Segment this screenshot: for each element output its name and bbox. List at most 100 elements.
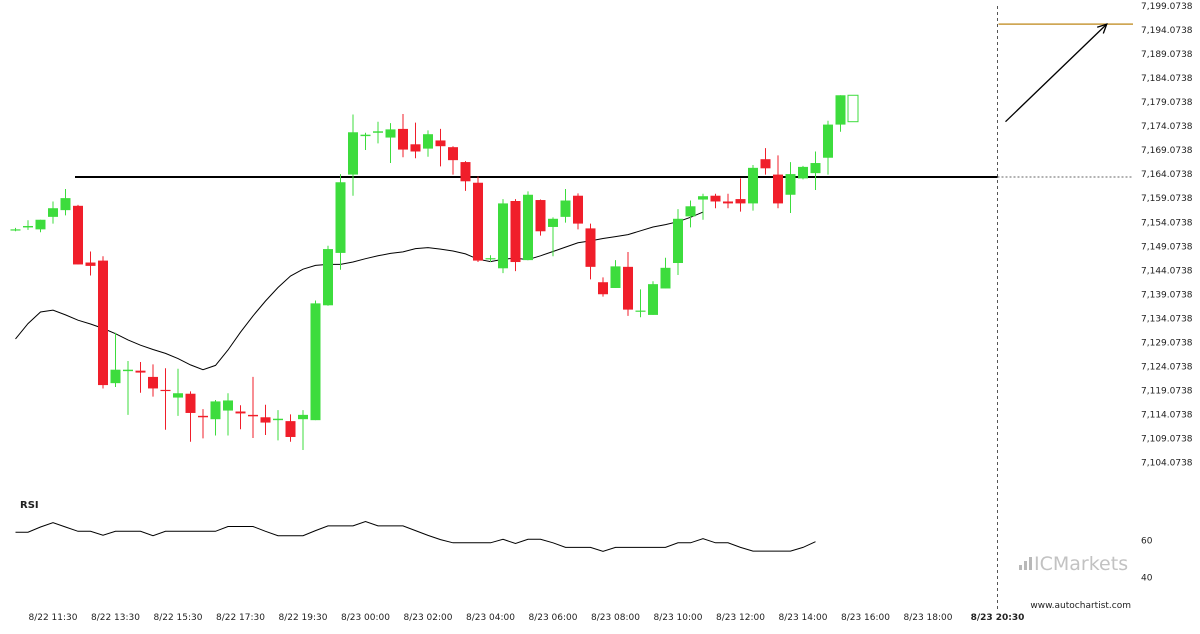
bearish-candle [473,176,483,263]
candle-body [423,134,433,149]
candle-body [460,162,471,182]
bullish-candle [35,219,46,233]
bullish-candle [223,393,233,436]
candle-body [73,205,83,265]
bullish-candle [698,193,708,220]
candle-body [498,203,508,269]
brand-logo: ICMarkets [1034,553,1128,575]
candle-body [223,400,233,411]
brand-logo-icon [1019,557,1032,570]
bullish-candle [348,114,358,196]
x-tick-label: 8/23 12:00 [716,613,765,623]
candle-body [323,249,333,306]
bullish-candle [323,245,333,306]
bullish-candle [798,165,808,180]
candle-body [398,128,408,150]
candle-body [785,174,796,195]
bearish-candle [198,409,208,439]
candle-body [285,421,296,437]
y-tick-label: 7,189.0738 [1141,50,1193,60]
bearish-candle [98,256,108,389]
bearish-candle [135,362,146,393]
bearish-candle [285,414,296,442]
x-tick-label: 8/23 14:00 [778,613,827,623]
x-tick-label: 8/23 08:00 [591,613,640,623]
y-tick-label: 7,114.0738 [1141,411,1193,421]
y-tick-label: 7,124.0738 [1141,362,1193,372]
bearish-candle [735,178,746,212]
bearish-candle [410,122,421,159]
x-tick-label: 8/23 00:00 [341,613,390,623]
bullish-candle [523,191,533,261]
candle-body [473,182,483,261]
candle-body [235,411,246,414]
bearish-candle [73,204,83,265]
y-tick-label: 7,179.0738 [1141,98,1193,108]
brand-logo-prefix: IC [1034,553,1053,575]
bullish-candle [385,123,396,164]
bearish-candle [723,193,733,209]
candle-body [535,200,546,232]
support-level-group [75,23,1133,178]
bullish-candle [673,209,683,276]
candle-body [260,417,271,423]
candle-body [660,267,671,289]
bearish-candle [773,155,783,209]
bullish-candle [23,220,33,230]
candle-body [273,418,283,421]
candle-body [23,225,33,228]
candle-body [10,229,21,231]
candle-body [348,132,358,175]
candle-body [748,167,758,204]
candle-body [173,393,183,398]
x-tick-label: 8/23 10:00 [653,613,702,623]
bullish-candle [123,361,133,415]
candle-body [385,129,396,138]
candle-body [410,144,421,152]
bullish-candle [173,368,183,416]
candle-body [210,401,221,420]
forecast-candle-outline [847,94,859,123]
candle-body [835,95,846,125]
candle-body [698,196,708,200]
y-tick-label: 7,194.0738 [1141,26,1193,36]
bullish-candle [273,410,283,441]
candle-body [373,131,383,133]
y-tick-label: 7,164.0738 [1141,170,1193,180]
bullish-candle [610,260,621,288]
bearish-candle [710,193,721,209]
y-tick-label: 7,149.0738 [1141,242,1193,252]
x-tick-label: 8/22 17:30 [216,613,265,623]
bullish-candle [685,200,696,228]
candle-body [248,414,258,417]
bearish-candle [148,364,158,397]
x-tick-label: 8/23 18:00 [903,613,952,623]
y-tick-label: 7,199.0738 [1141,2,1193,12]
y-tick-label: 7,169.0738 [1141,146,1193,156]
candle-body [585,228,596,267]
y-tick-label: 7,134.0738 [1141,314,1193,324]
y-tick-label: 7,104.0738 [1141,459,1193,469]
bearish-candle [598,277,608,297]
bullish-candle [335,174,346,270]
bearish-candle [510,199,521,272]
candle-body [335,182,346,253]
candle-body [298,414,308,420]
candle-body [98,260,108,386]
candle-body [810,163,821,174]
time-axis: 8/22 11:30 8/22 13:30 8/22 15:30 8/22 17:30… [28,613,1024,623]
bearish-candle [260,404,271,436]
bullish-candle [10,227,21,232]
y-tick-label: 7,184.0738 [1141,74,1193,84]
bearish-candle [448,146,458,175]
bearish-candle [160,368,171,430]
bearish-candle [460,161,471,191]
rsi-line [15,520,816,552]
y-tick-label: 7,174.0738 [1141,122,1193,132]
candle-body [160,389,171,392]
candle-body [448,147,458,161]
bearish-candle [435,128,446,167]
rsi-tick-label: 60 [1141,537,1153,547]
